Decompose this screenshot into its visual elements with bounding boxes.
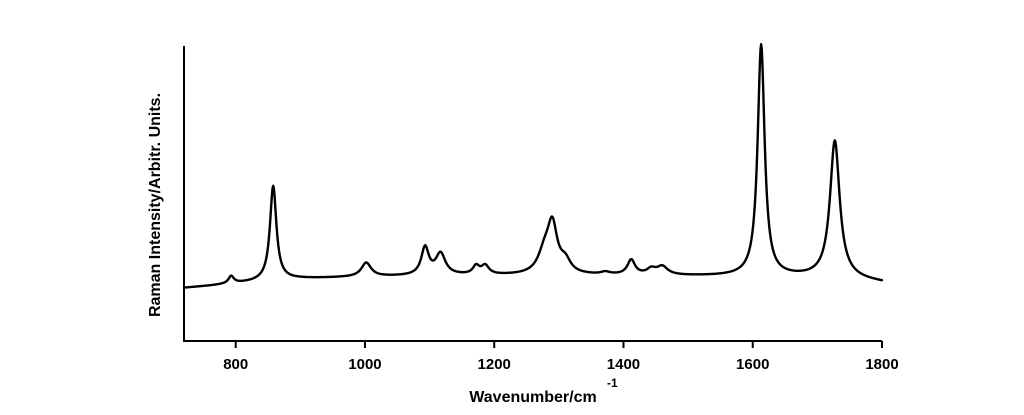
x-tick-label-1600: 1600 [736,356,769,373]
spectrum-line [182,42,884,289]
x-ticks [234,341,883,348]
x-tick-label-800: 800 [223,356,248,373]
x-tick-label-1200: 1200 [478,356,511,373]
y-axis-title: Raman Intensity/Arbitr. Units. [147,93,164,317]
x-tick-label-1000: 1000 [348,356,381,373]
x-tick-label-1400: 1400 [607,356,640,373]
x-axis-title-superscript: -1 [607,376,618,390]
x-tick-labels: 800 1000 1200 1400 1600 1800 [223,356,898,373]
x-tick-label-1800: 1800 [865,356,898,373]
x-axis-title: Wavenumber/cm [469,389,596,406]
